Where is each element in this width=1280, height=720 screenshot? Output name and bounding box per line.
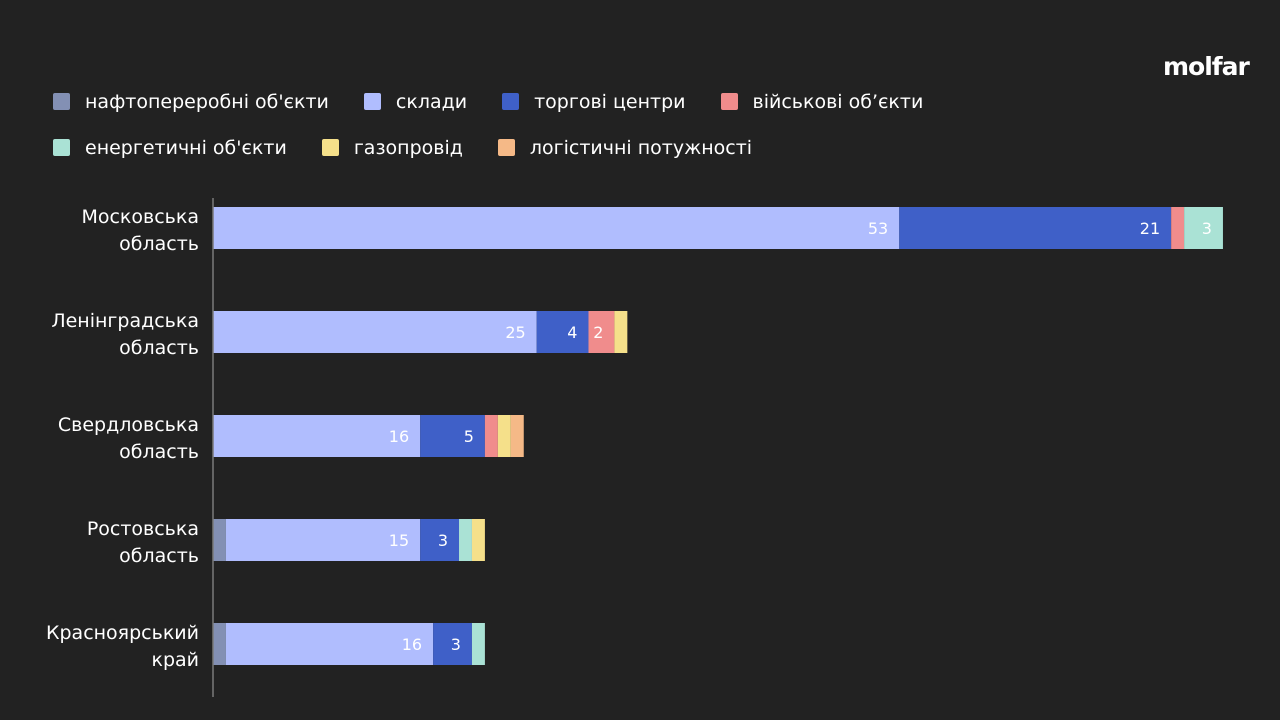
legend-label: торгові центри: [534, 90, 686, 113]
legend-item-military-facilities: військові об’єкти: [720, 90, 924, 113]
legend-label: склади: [395, 90, 468, 113]
legend-label: нафтопереробні об'єкти: [85, 90, 329, 113]
bar-segment: [471, 623, 485, 665]
legend-item-gas-pipeline: газопровід: [321, 136, 463, 159]
legend-label: військові об’єкти: [752, 90, 924, 113]
bar-segment: [213, 207, 900, 249]
legend-label: газопровід: [353, 136, 463, 159]
legend-item-warehouses: склади: [363, 90, 468, 113]
bar-segment: [899, 207, 1172, 249]
category-label: Красноярський край: [46, 622, 199, 671]
legend-swatch: [363, 93, 381, 110]
bar-segment: [1184, 207, 1223, 249]
bar-segment: [471, 519, 485, 561]
legend-swatch: [321, 139, 339, 156]
data-label: 16: [402, 635, 422, 654]
legend-swatch: [502, 93, 520, 110]
bar-segment: [588, 311, 615, 353]
data-label: 5: [464, 427, 474, 446]
category-label: Свердловська область: [58, 414, 199, 463]
legend-item-shopping-centers: торгові центри: [502, 90, 686, 113]
data-label: 25: [505, 323, 525, 342]
data-label: 21: [1140, 219, 1160, 238]
legend-row-1: нафтопереробні об'єкти склади торгові це…: [53, 86, 953, 117]
bar-segment: [420, 415, 485, 457]
bar-segment: [225, 519, 421, 561]
legend-label: логістичні потужності: [529, 136, 753, 159]
data-label: 53: [868, 219, 888, 238]
bar-segment: [420, 519, 460, 561]
legend-swatch: [53, 139, 70, 156]
category-label: Ленінградська область: [51, 310, 199, 359]
data-label: 3: [451, 635, 461, 654]
bar-segment: [213, 415, 421, 457]
bar-segment: [536, 311, 589, 353]
bar-segment: [1171, 207, 1185, 249]
bar-segment: [433, 623, 472, 665]
legend-label: енергетичні об'єкти: [85, 136, 287, 159]
legend-row-2: енергетичні об'єкти газопровід логістичн…: [53, 132, 953, 163]
legend-swatch: [497, 139, 515, 156]
bar-segment: [213, 623, 226, 665]
data-label: 15: [389, 531, 409, 550]
data-label: 4: [567, 323, 577, 342]
molfar-logo: molfar: [1163, 52, 1250, 81]
data-label: 3: [438, 531, 448, 550]
bar-segment: [459, 519, 472, 561]
category-label: Ростовська область: [87, 518, 199, 567]
bar-segment: [497, 415, 511, 457]
data-label: 3: [1202, 219, 1212, 238]
bar-segment: [484, 415, 498, 457]
category-label: Московська область: [81, 206, 199, 255]
bar-segment: [225, 623, 434, 665]
bar-segment: [213, 311, 537, 353]
data-label: 16: [389, 427, 409, 446]
legend-item-energy-facilities: енергетичні об'єкти: [53, 137, 287, 159]
legend-item-logistics-capacities: логістичні потужності: [497, 136, 753, 159]
bar-segment: [213, 519, 226, 561]
data-label: 2: [593, 323, 603, 342]
legend-item-oil-refineries: нафтопереробні об'єкти: [53, 91, 329, 113]
chart-legend: нафтопереробні об'єкти склади торгові це…: [53, 86, 953, 178]
bar-segment: [614, 311, 628, 353]
legend-swatch: [720, 93, 738, 110]
legend-swatch: [53, 93, 70, 110]
bar-segment: [510, 415, 524, 457]
